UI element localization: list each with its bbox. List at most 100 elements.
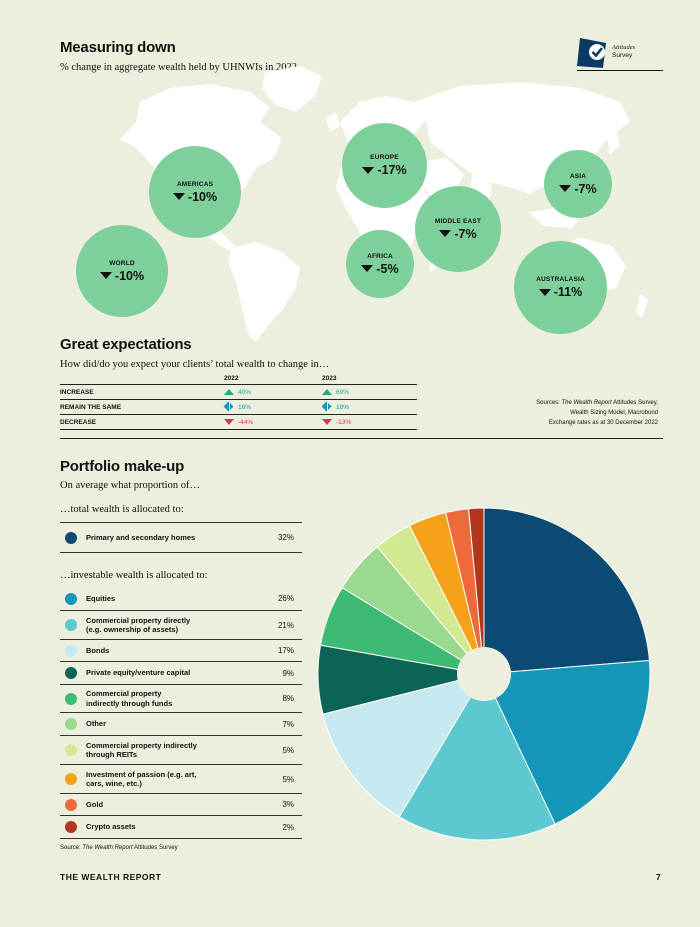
table-row: INCREASE 40% 69% — [60, 384, 417, 399]
region-bubble-europe: EUROPE -17% — [342, 123, 427, 208]
item-value: 5% — [282, 745, 294, 755]
down-arrow-icon — [439, 230, 452, 237]
item-label: Commercial property indirectly through R… — [86, 740, 197, 760]
section-title-portfolio: Portfolio make-up — [60, 458, 185, 475]
region-value: -7% — [454, 226, 477, 241]
item-value: 21% — [277, 620, 294, 630]
logo-line1: Attitudes — [612, 44, 636, 51]
item-value: 2% — [282, 822, 294, 832]
region-bubble-middle-east: MIDDLE EAST -7% — [415, 186, 501, 272]
checkmark-icon — [577, 38, 606, 68]
item-value: 3% — [282, 800, 294, 809]
region-value: -10% — [114, 268, 145, 283]
pie-slice — [468, 507, 485, 675]
table-row: DECREASE -44% -13% — [60, 414, 417, 430]
logo-underline — [577, 70, 663, 71]
down-arrow-icon — [361, 265, 374, 272]
list-item: Commercial property indirectly through R… — [60, 736, 302, 765]
legend-swatch — [65, 667, 77, 679]
down-arrow-icon — [362, 166, 375, 174]
row-label: REMAIN THE SAME — [60, 403, 122, 411]
row-label: DECREASE — [60, 418, 97, 426]
expectations-table: INCREASE 40% 69% REMAIN THE SAME 16% 18%… — [60, 384, 417, 430]
legend-swatch — [65, 531, 77, 544]
value-2022: -44% — [238, 418, 254, 426]
legend-swatch — [65, 644, 77, 657]
down-arrow-icon — [538, 288, 551, 296]
down-arrow-icon — [99, 272, 112, 279]
total-wealth-heading: …total wealth is allocated to: — [60, 504, 184, 515]
region-value: -11% — [553, 285, 583, 299]
down-arrow-icon — [172, 193, 185, 200]
item-value: 8% — [282, 694, 294, 703]
item-label: Other — [86, 719, 107, 729]
portfolio-pie-chart — [317, 507, 651, 841]
list-item: Equities 26% — [60, 587, 302, 611]
value-2023: -13% — [336, 418, 352, 426]
pie-slice — [483, 507, 650, 675]
legend-swatch — [65, 592, 77, 605]
section-divider — [60, 438, 663, 439]
sources-line2: Wealth Sizing Model, Macrobond — [570, 410, 658, 416]
region-value: -7% — [574, 181, 597, 196]
survey-logo — [576, 36, 610, 75]
item-value: 5% — [282, 774, 294, 784]
list-item: Investment of passion (e.g. art, cars, w… — [60, 765, 302, 794]
legend-swatch — [65, 619, 77, 631]
legend-swatch — [65, 798, 77, 811]
region-bubble-world: WORLD -10% — [76, 225, 168, 317]
list-item: Commercial property indirectly through f… — [60, 685, 302, 713]
section-title-measuring: Measuring down — [60, 39, 176, 56]
table-row: REMAIN THE SAME 16% 18% — [60, 399, 417, 414]
section-subtitle-portfolio: On average what proportion of… — [60, 480, 200, 491]
source-italic: The Wealth Report — [82, 845, 133, 851]
pie-slice — [398, 672, 556, 841]
region-bubble-africa: AFRICA -5% — [346, 230, 414, 298]
no-change-icon — [224, 402, 234, 412]
item-value: 32% — [277, 533, 294, 542]
list-item: Crypto assets 2% — [60, 816, 302, 839]
list-item: Gold 3% — [60, 794, 302, 816]
pie-center-hole — [457, 647, 511, 701]
list-item: Other 7% — [60, 713, 302, 736]
logo-text: Attitudes Survey — [612, 44, 635, 60]
region-name: AUSTRALASIA — [536, 276, 585, 283]
value-2022: 40% — [238, 388, 252, 396]
item-label: Gold — [86, 799, 104, 809]
item-label: Commercial property directly (e.g. owner… — [86, 615, 191, 635]
region-value: -5% — [376, 261, 399, 276]
page-number: 7 — [656, 872, 661, 882]
region-name: ASIA — [569, 172, 587, 180]
item-value: 26% — [277, 594, 294, 603]
sources-prefix: Sources: — [536, 400, 562, 406]
item-label: Primary and secondary homes — [86, 532, 196, 542]
item-label: Crypto assets — [86, 822, 136, 832]
sources-line3: Exchange rates as at 30 December 2022 — [548, 420, 658, 426]
region-value: -10% — [187, 189, 218, 204]
item-value: 9% — [282, 668, 294, 678]
value-2023: 18% — [336, 403, 350, 411]
section-title-expectations: Great expectations — [60, 336, 192, 353]
source-suffix: Attitudes Survey — [132, 845, 178, 851]
list-item: Private equity/venture capital 9% — [60, 662, 302, 685]
up-arrow-icon — [322, 389, 332, 395]
region-name: EUROPE — [370, 154, 399, 161]
item-value: 17% — [277, 646, 294, 655]
year-header-2022: 2022 — [224, 375, 239, 382]
logo-line2: Survey — [612, 52, 633, 59]
down-arrow-icon — [559, 185, 572, 192]
item-label: Bonds — [86, 645, 110, 655]
down-arrow-icon — [224, 419, 234, 425]
up-arrow-icon — [224, 389, 234, 395]
item-value: 7% — [282, 719, 294, 729]
region-name: WORLD — [109, 259, 135, 267]
row-label: INCREASE — [60, 388, 94, 396]
region-bubble-americas: AMERICAS -10% — [149, 146, 241, 238]
pie-slice — [483, 659, 651, 825]
down-arrow-icon — [322, 419, 332, 425]
portfolio-source: Source: The Wealth Report Attitudes Surv… — [60, 845, 178, 851]
investable-wealth-list: Equities 26% Commercial property directly … — [60, 587, 302, 839]
section-subtitle-expectations: How did/do you expect your clients’ tota… — [60, 359, 330, 370]
legend-swatch — [65, 718, 77, 730]
item-label: Commercial property indirectly through f… — [86, 689, 173, 708]
